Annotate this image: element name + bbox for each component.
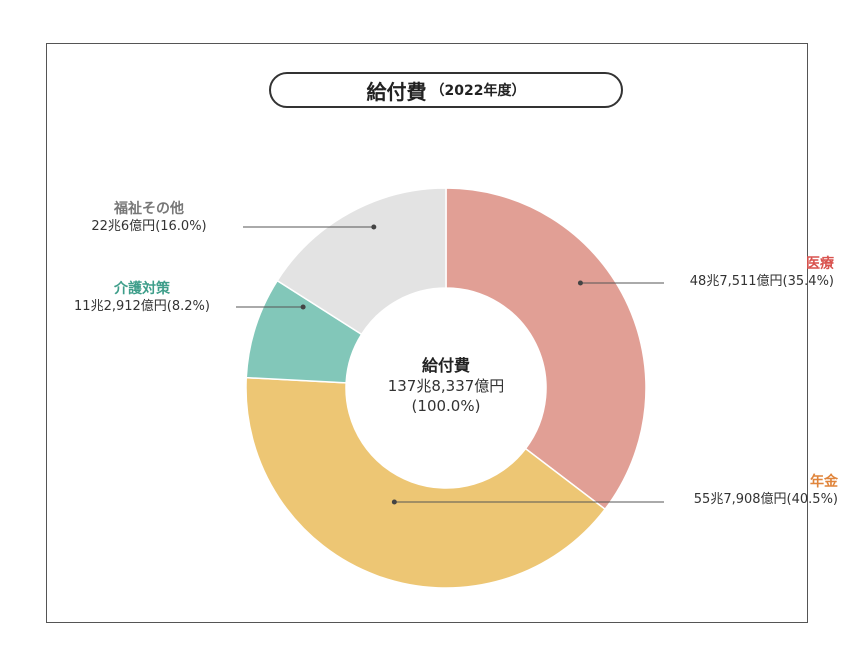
chart-title: 給付費 （2022年度）	[269, 72, 623, 108]
slice-value: 48兆7,511億円(35.4%)	[689, 274, 834, 289]
slice-label-care: 介護対策 11兆2,912億円(8.2%)	[52, 281, 232, 315]
donut-center-label: 給付費 137兆8,337億円 (100.0%)	[346, 356, 546, 416]
leader-dot	[371, 224, 377, 230]
slice-pension	[245, 376, 607, 589]
chart-title-main: 給付費	[366, 79, 427, 104]
center-amount: 137兆8,337億円	[387, 377, 505, 395]
center-percent: (100.0%)	[411, 397, 481, 415]
slice-label-medical: 医療 48兆7,511億円(35.4%)	[664, 256, 834, 290]
leader-dot	[391, 499, 397, 505]
center-name: 給付費	[421, 356, 470, 375]
leader-dot	[577, 280, 583, 286]
slice-value: 11兆2,912億円(8.2%)	[74, 299, 210, 314]
chart-frame	[46, 43, 808, 623]
slice-value: 22兆6億円(16.0%)	[91, 219, 207, 234]
slice-name: 介護対策	[114, 281, 170, 297]
slice-name: 医療	[806, 256, 834, 272]
chart-title-sub: （2022年度）	[430, 83, 526, 99]
slice-label-pension: 年金 55兆7,908億円(40.5%)	[664, 474, 838, 508]
leader-dot	[300, 304, 306, 310]
slice-name: 福祉その他	[114, 201, 184, 217]
slice-name: 年金	[810, 474, 838, 490]
slice-value: 55兆7,908億円(40.5%)	[693, 492, 838, 507]
slice-welfare	[276, 187, 447, 336]
slice-label-welfare: 福祉その他 22兆6億円(16.0%)	[64, 201, 234, 235]
slice-medical	[445, 187, 647, 511]
